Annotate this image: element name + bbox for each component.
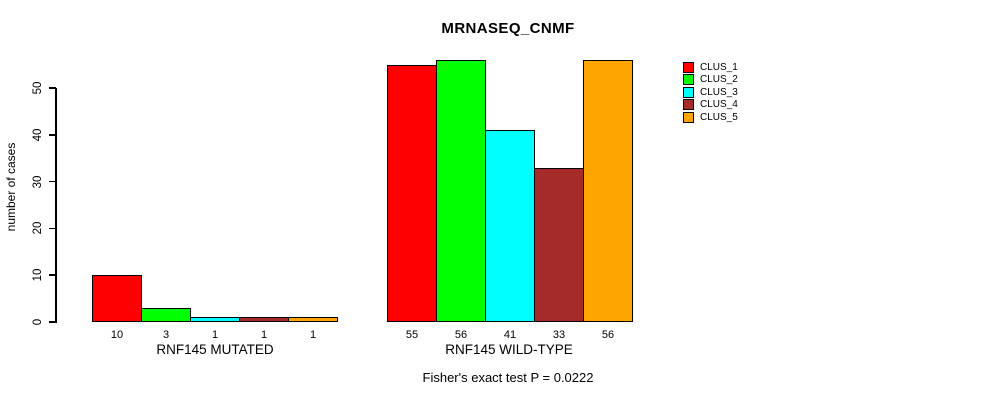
bar-clus_5-mutated bbox=[288, 317, 338, 322]
footnote: Fisher's exact test P = 0.0222 bbox=[422, 370, 594, 385]
bar-value-label: 1 bbox=[211, 329, 219, 341]
bar-clus_3-wild-type bbox=[485, 130, 535, 322]
legend: CLUS_1 CLUS_2 CLUS_3 CLUS_4 CLUS_5 bbox=[683, 62, 738, 124]
bar-value-label: 1 bbox=[309, 329, 317, 341]
legend-item-clus_1: CLUS_1 bbox=[683, 62, 738, 73]
bar-value-label: 56 bbox=[454, 329, 468, 341]
y-tick-label: 30 bbox=[32, 175, 44, 188]
bar-value-label: 3 bbox=[162, 329, 170, 341]
y-axis-line bbox=[55, 88, 57, 323]
y-tick-label: 40 bbox=[32, 128, 44, 142]
legend-label: CLUS_3 bbox=[700, 86, 738, 98]
legend-item-clus_3: CLUS_3 bbox=[683, 86, 738, 98]
y-tick-mark bbox=[49, 87, 56, 89]
legend-item-clus_4: CLUS_4 bbox=[683, 99, 738, 111]
x-group-label-mutated: RNF145 MUTATED bbox=[156, 342, 274, 357]
bar-clus_5-wild-type bbox=[583, 60, 633, 322]
x-group-label-wild-type: RNF145 WILD-TYPE bbox=[445, 342, 573, 357]
bar-clus_1-wild-type bbox=[387, 65, 437, 322]
legend-item-clus_5: CLUS_5 bbox=[683, 111, 738, 123]
legend-label: CLUS_5 bbox=[700, 111, 738, 123]
legend-item-clus_2: CLUS_2 bbox=[683, 74, 738, 86]
y-tick-mark bbox=[49, 227, 56, 230]
bar-clus_1-mutated bbox=[92, 275, 142, 322]
bar-clus_2-mutated bbox=[141, 308, 191, 322]
legend-swatch bbox=[683, 111, 694, 123]
bar-value-label: 41 bbox=[503, 329, 517, 341]
y-tick-mark bbox=[49, 180, 56, 183]
y-tick-label: 20 bbox=[32, 221, 44, 235]
y-tick-mark bbox=[49, 274, 56, 276]
bar-value-label: 33 bbox=[552, 329, 566, 341]
legend-label: CLUS_2 bbox=[700, 74, 738, 86]
y-tick-mark bbox=[49, 321, 56, 323]
bar-clus_3-mutated bbox=[190, 317, 240, 322]
legend-label: CLUS_1 bbox=[700, 62, 738, 73]
bar-clus_4-mutated bbox=[239, 317, 289, 322]
y-axis-label: number of cases bbox=[4, 142, 18, 232]
bar-clus_2-wild-type bbox=[436, 60, 486, 322]
y-tick-label: 50 bbox=[32, 81, 44, 95]
bar-value-label: 55 bbox=[405, 329, 419, 341]
legend-label: CLUS_4 bbox=[700, 99, 738, 111]
chart-title: MRNASEQ_CNMF bbox=[441, 20, 575, 37]
bar-value-label: 10 bbox=[110, 329, 124, 341]
bar-clus_4-wild-type bbox=[534, 168, 584, 322]
y-tick-label: 10 bbox=[32, 268, 44, 282]
y-tick-label: 0 bbox=[32, 318, 44, 326]
y-tick-mark bbox=[49, 134, 56, 136]
legend-swatch bbox=[683, 74, 694, 86]
legend-swatch bbox=[683, 62, 694, 73]
legend-swatch bbox=[683, 86, 694, 98]
bar-value-label: 56 bbox=[601, 329, 615, 341]
bar-value-label: 1 bbox=[260, 329, 268, 341]
legend-swatch bbox=[683, 99, 694, 111]
